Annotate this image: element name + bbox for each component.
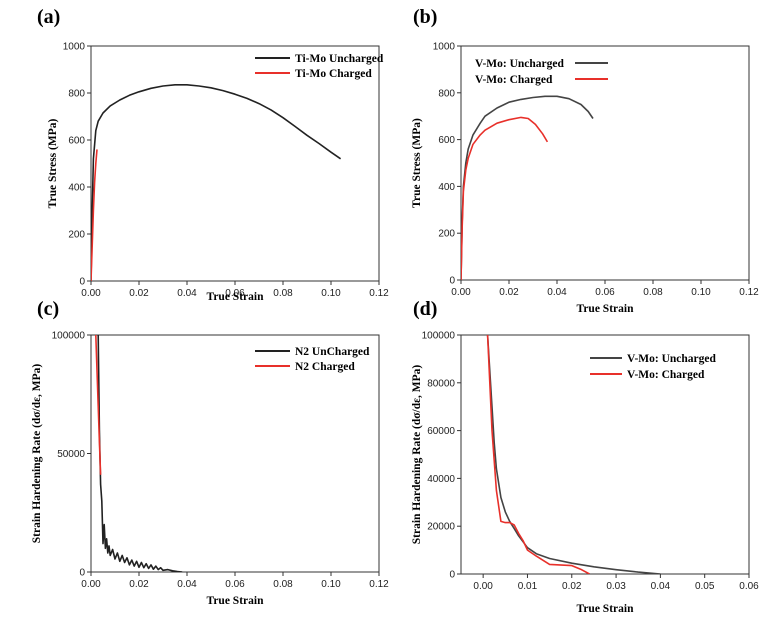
- series-line-2: [95, 335, 102, 475]
- series-line-2: [486, 335, 590, 574]
- x-axis-label: True Strain: [207, 291, 265, 303]
- y-tick-label: 60000: [427, 426, 455, 437]
- y-tick-label: 1000: [433, 42, 456, 53]
- y-tick-label: 50000: [57, 449, 85, 460]
- x-tick-label: 0.12: [739, 287, 759, 298]
- series-line-1: [486, 335, 661, 574]
- y-tick-label: 200: [438, 229, 455, 240]
- x-axis-label: True Strain: [207, 595, 265, 607]
- legend-label: N2 Charged: [295, 361, 355, 373]
- x-tick-label: 0.01: [518, 581, 538, 592]
- y-axis-label: True Stress (MPa): [47, 119, 59, 209]
- series-line-1: [461, 95, 594, 280]
- y-tick-label: 800: [438, 88, 455, 99]
- x-tick-label: 0.05: [695, 581, 715, 592]
- legend-label: Ti-Mo Charged: [295, 68, 372, 80]
- x-tick-label: 0.08: [643, 287, 663, 298]
- x-tick-label: 0.06: [595, 287, 615, 298]
- legend-label: V-Mo: Uncharged: [627, 353, 716, 365]
- x-tick-label: 0.06: [225, 579, 245, 590]
- legend-label: V-Mo: Charged: [475, 74, 553, 86]
- x-tick-label: 0.06: [225, 288, 245, 299]
- y-tick-label: 0: [449, 276, 455, 287]
- series-line-2: [91, 149, 98, 281]
- x-tick-label: 0.10: [691, 287, 711, 298]
- y-tick-label: 200: [68, 230, 85, 241]
- legend-label: Ti-Mo Uncharged: [295, 53, 384, 65]
- x-tick-label: 0.03: [606, 581, 626, 592]
- series-line-1: [97, 335, 183, 572]
- y-tick-label: 0: [449, 570, 455, 581]
- x-tick-label: 0.08: [273, 579, 293, 590]
- x-tick-label: 0.06: [739, 581, 759, 592]
- y-tick-label: 40000: [427, 474, 455, 485]
- x-tick-label: 0.04: [651, 581, 671, 592]
- x-tick-label: 0.12: [369, 288, 389, 299]
- chart-panel-4: (d) 0.00 0.01 0.02 0.03 0.04 0.05 0.06 0 20000 400…: [411, 298, 759, 615]
- chart-panel-1: (a) 0.00 0.02 0.04 0.06 0.08 0.10 0.12 0 200 400 60…: [37, 6, 389, 303]
- y-tick-label: 400: [438, 182, 455, 193]
- y-tick-label: 1000: [63, 42, 86, 53]
- y-tick-label: 600: [438, 135, 455, 146]
- x-tick-label: 0.00: [451, 287, 471, 298]
- x-tick-label: 0.10: [321, 288, 341, 299]
- y-tick-label: 100000: [422, 331, 456, 342]
- x-tick-label: 0.04: [177, 579, 197, 590]
- series-line-2: [461, 116, 549, 280]
- x-axis-label: True Strain: [577, 603, 635, 615]
- x-tick-label: 0.02: [129, 579, 149, 590]
- x-tick-label: 0.04: [547, 287, 567, 298]
- x-axis-label: True Strain: [577, 303, 635, 315]
- y-tick-label: 0: [79, 568, 85, 579]
- y-tick-label: 400: [68, 183, 85, 194]
- x-tick-label: 0.10: [321, 579, 341, 590]
- y-axis-label: Strain Hardening Rate (dσ/dε, MPa): [411, 365, 423, 545]
- x-tick-label: 0.00: [473, 581, 493, 592]
- legend-label: N2 UnCharged: [295, 346, 370, 358]
- panel-letter: (c): [37, 298, 59, 320]
- y-tick-label: 80000: [427, 378, 455, 389]
- x-tick-label: 0.00: [81, 288, 101, 299]
- y-tick-label: 20000: [427, 522, 455, 533]
- chart-panel-3: (c) 0.00 0.02 0.04 0.06 0.08 0.10 0.12 0 50000 100…: [31, 298, 389, 607]
- y-axis-label: True Stress (MPa): [411, 118, 423, 208]
- x-tick-label: 0.12: [369, 579, 389, 590]
- y-tick-label: 100000: [52, 331, 86, 342]
- y-tick-label: 800: [68, 89, 85, 100]
- legend-label: V-Mo: Uncharged: [475, 58, 564, 70]
- panel-letter: (b): [413, 6, 437, 28]
- x-tick-label: 0.02: [129, 288, 149, 299]
- series-line-1: [91, 84, 342, 281]
- y-axis-label: Strain Hardening Rate (dσ/dε, MPa): [31, 364, 43, 544]
- plot-frame: [460, 334, 750, 575]
- chart-panel-2: (b) 0.00 0.02 0.04 0.06 0.08 0.10 0.12 0 200 400 60…: [411, 6, 759, 315]
- plot-frame: [90, 45, 380, 282]
- x-tick-label: 0.00: [81, 579, 101, 590]
- y-tick-label: 0: [79, 277, 85, 288]
- x-tick-label: 0.02: [562, 581, 582, 592]
- x-tick-label: 0.04: [177, 288, 197, 299]
- x-tick-label: 0.02: [499, 287, 519, 298]
- x-tick-label: 0.08: [273, 288, 293, 299]
- legend-label: V-Mo: Charged: [627, 369, 705, 381]
- panel-letter: (d): [413, 298, 437, 320]
- y-tick-label: 600: [68, 136, 85, 147]
- panel-letter: (a): [37, 6, 60, 28]
